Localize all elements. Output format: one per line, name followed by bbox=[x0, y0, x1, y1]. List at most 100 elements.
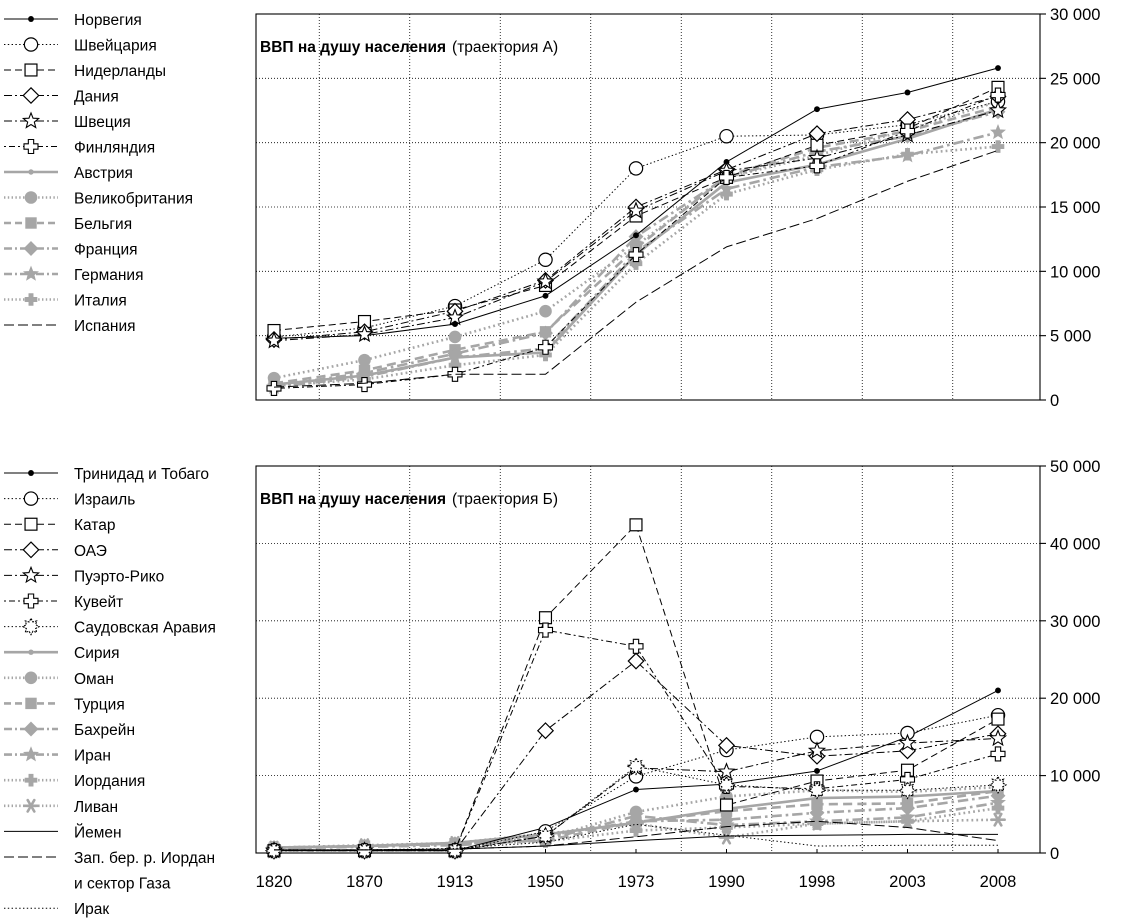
legend-label: Ливан bbox=[74, 799, 118, 816]
legend-label: Катар bbox=[74, 517, 115, 534]
data-point bbox=[633, 232, 639, 239]
legend-label: Бельгия bbox=[74, 216, 132, 233]
legend-label: Нидерланды bbox=[74, 63, 166, 80]
data-point bbox=[633, 786, 639, 793]
data-point bbox=[628, 816, 644, 831]
legend-label: Саудовская Аравия bbox=[74, 620, 216, 637]
y-tick-label: 50 000 bbox=[1050, 458, 1100, 476]
y-tick-label: 0 bbox=[1050, 392, 1059, 410]
legend-marker bbox=[28, 16, 34, 22]
legend-marker bbox=[23, 241, 39, 256]
legend: Тринидад и Тобаго Израиль Катар ОАЭ Пуэрто-Р… bbox=[4, 466, 216, 918]
legend-item: Тринидад и Тобаго bbox=[4, 466, 209, 483]
x-tick-label: 1820 bbox=[256, 873, 293, 891]
legend-item: Бельгия bbox=[4, 216, 132, 233]
legend-marker bbox=[22, 541, 40, 559]
legend-item: Дания bbox=[4, 86, 119, 106]
y-tick-label: 40 000 bbox=[1050, 535, 1100, 553]
y-tick-label: 10 000 bbox=[1050, 263, 1100, 281]
data-point bbox=[355, 841, 374, 860]
legend-item: Германия bbox=[4, 265, 144, 284]
data-point bbox=[627, 652, 645, 670]
legend-item: Бахрейн bbox=[4, 721, 135, 739]
legend-item: Ливан bbox=[4, 798, 118, 816]
data-point bbox=[807, 741, 827, 759]
data-point bbox=[901, 147, 914, 161]
legend-item: Иран bbox=[4, 746, 111, 765]
x-tick-label: 1950 bbox=[527, 873, 564, 891]
legend-item: Финляндия bbox=[4, 138, 155, 157]
legend-label: Израиль bbox=[74, 492, 135, 509]
data-point bbox=[536, 722, 555, 740]
legend-item: Норвегия bbox=[4, 12, 142, 29]
legend-label: Ирак bbox=[74, 901, 109, 918]
legend-item: Израиль bbox=[4, 491, 135, 509]
chart-title-rest: (траектория А) bbox=[452, 39, 558, 56]
legend-marker bbox=[23, 593, 39, 609]
data-point bbox=[542, 292, 549, 299]
legend-item: Швеция bbox=[4, 111, 131, 131]
data-point bbox=[445, 841, 465, 860]
data-point bbox=[536, 826, 555, 846]
series-line bbox=[273, 105, 999, 385]
series-7 bbox=[264, 757, 1008, 860]
legend-label: Норвегия bbox=[74, 12, 142, 29]
data-point bbox=[536, 272, 555, 290]
data-point bbox=[264, 331, 284, 349]
data-point bbox=[628, 807, 644, 823]
y-tick-label: 15 000 bbox=[1050, 199, 1100, 217]
x-tick-label: 1973 bbox=[618, 873, 655, 891]
legend-item: Зап. бер. р. Иордан и сектор Газа bbox=[4, 850, 215, 893]
y-tick-label: 20 000 bbox=[1050, 135, 1100, 153]
legend: Норвегия Швейцария Нидерланды Дания Швеция Фи… bbox=[4, 12, 193, 335]
data-point bbox=[719, 798, 734, 812]
x-tick-label: 1870 bbox=[346, 873, 383, 891]
data-point bbox=[448, 330, 462, 344]
gridlines bbox=[256, 14, 1040, 400]
legend-marker bbox=[21, 565, 41, 584]
legend-marker bbox=[23, 721, 39, 737]
data-point bbox=[990, 812, 1006, 827]
y-tick-label: 30 000 bbox=[1050, 6, 1100, 24]
legend-label: Йемен bbox=[74, 823, 122, 841]
y-tick-label: 25 000 bbox=[1050, 70, 1100, 88]
legend-marker bbox=[22, 86, 40, 105]
series-16 bbox=[274, 820, 999, 851]
legend-marker bbox=[24, 517, 38, 531]
legend-marker bbox=[21, 617, 41, 636]
legend-item: Сирия bbox=[4, 645, 120, 662]
data-point bbox=[990, 123, 1006, 140]
x-tick-label: 1990 bbox=[708, 873, 745, 891]
legend-marker bbox=[23, 37, 39, 52]
legend-item: Австрия bbox=[4, 165, 133, 182]
plot-frame bbox=[255, 465, 1041, 854]
data-point bbox=[538, 252, 553, 268]
legend-label: Германия bbox=[74, 267, 144, 284]
data-point bbox=[628, 638, 644, 654]
data-point bbox=[537, 339, 554, 355]
data-point bbox=[537, 622, 554, 638]
y-tick-label: 10 000 bbox=[1050, 768, 1100, 786]
data-point bbox=[720, 187, 733, 201]
legend-label: Италия bbox=[74, 293, 127, 310]
legend-item: Великобритания bbox=[4, 191, 193, 208]
data-point bbox=[539, 304, 552, 318]
series-line bbox=[273, 149, 999, 388]
legend-label: Зап. бер. р. Иордан bbox=[74, 850, 215, 867]
legend-marker bbox=[23, 138, 39, 155]
data-point bbox=[990, 87, 1006, 103]
y-tick-label: 0 bbox=[1050, 845, 1059, 863]
legend-marker bbox=[23, 265, 39, 281]
legend-label: и сектор Газа bbox=[74, 876, 171, 893]
data-point bbox=[626, 757, 646, 776]
data-point bbox=[809, 816, 825, 831]
data-point bbox=[807, 781, 827, 800]
data-point bbox=[447, 366, 463, 382]
data-point bbox=[808, 125, 826, 143]
legend-label: Великобритания bbox=[74, 191, 193, 208]
legend-label: Швейцария bbox=[74, 38, 157, 55]
series-line bbox=[273, 100, 999, 380]
data-point bbox=[990, 746, 1006, 762]
y-tick-label: 20 000 bbox=[1050, 690, 1100, 708]
legend-label: Пуэрто-Рико bbox=[74, 568, 164, 585]
